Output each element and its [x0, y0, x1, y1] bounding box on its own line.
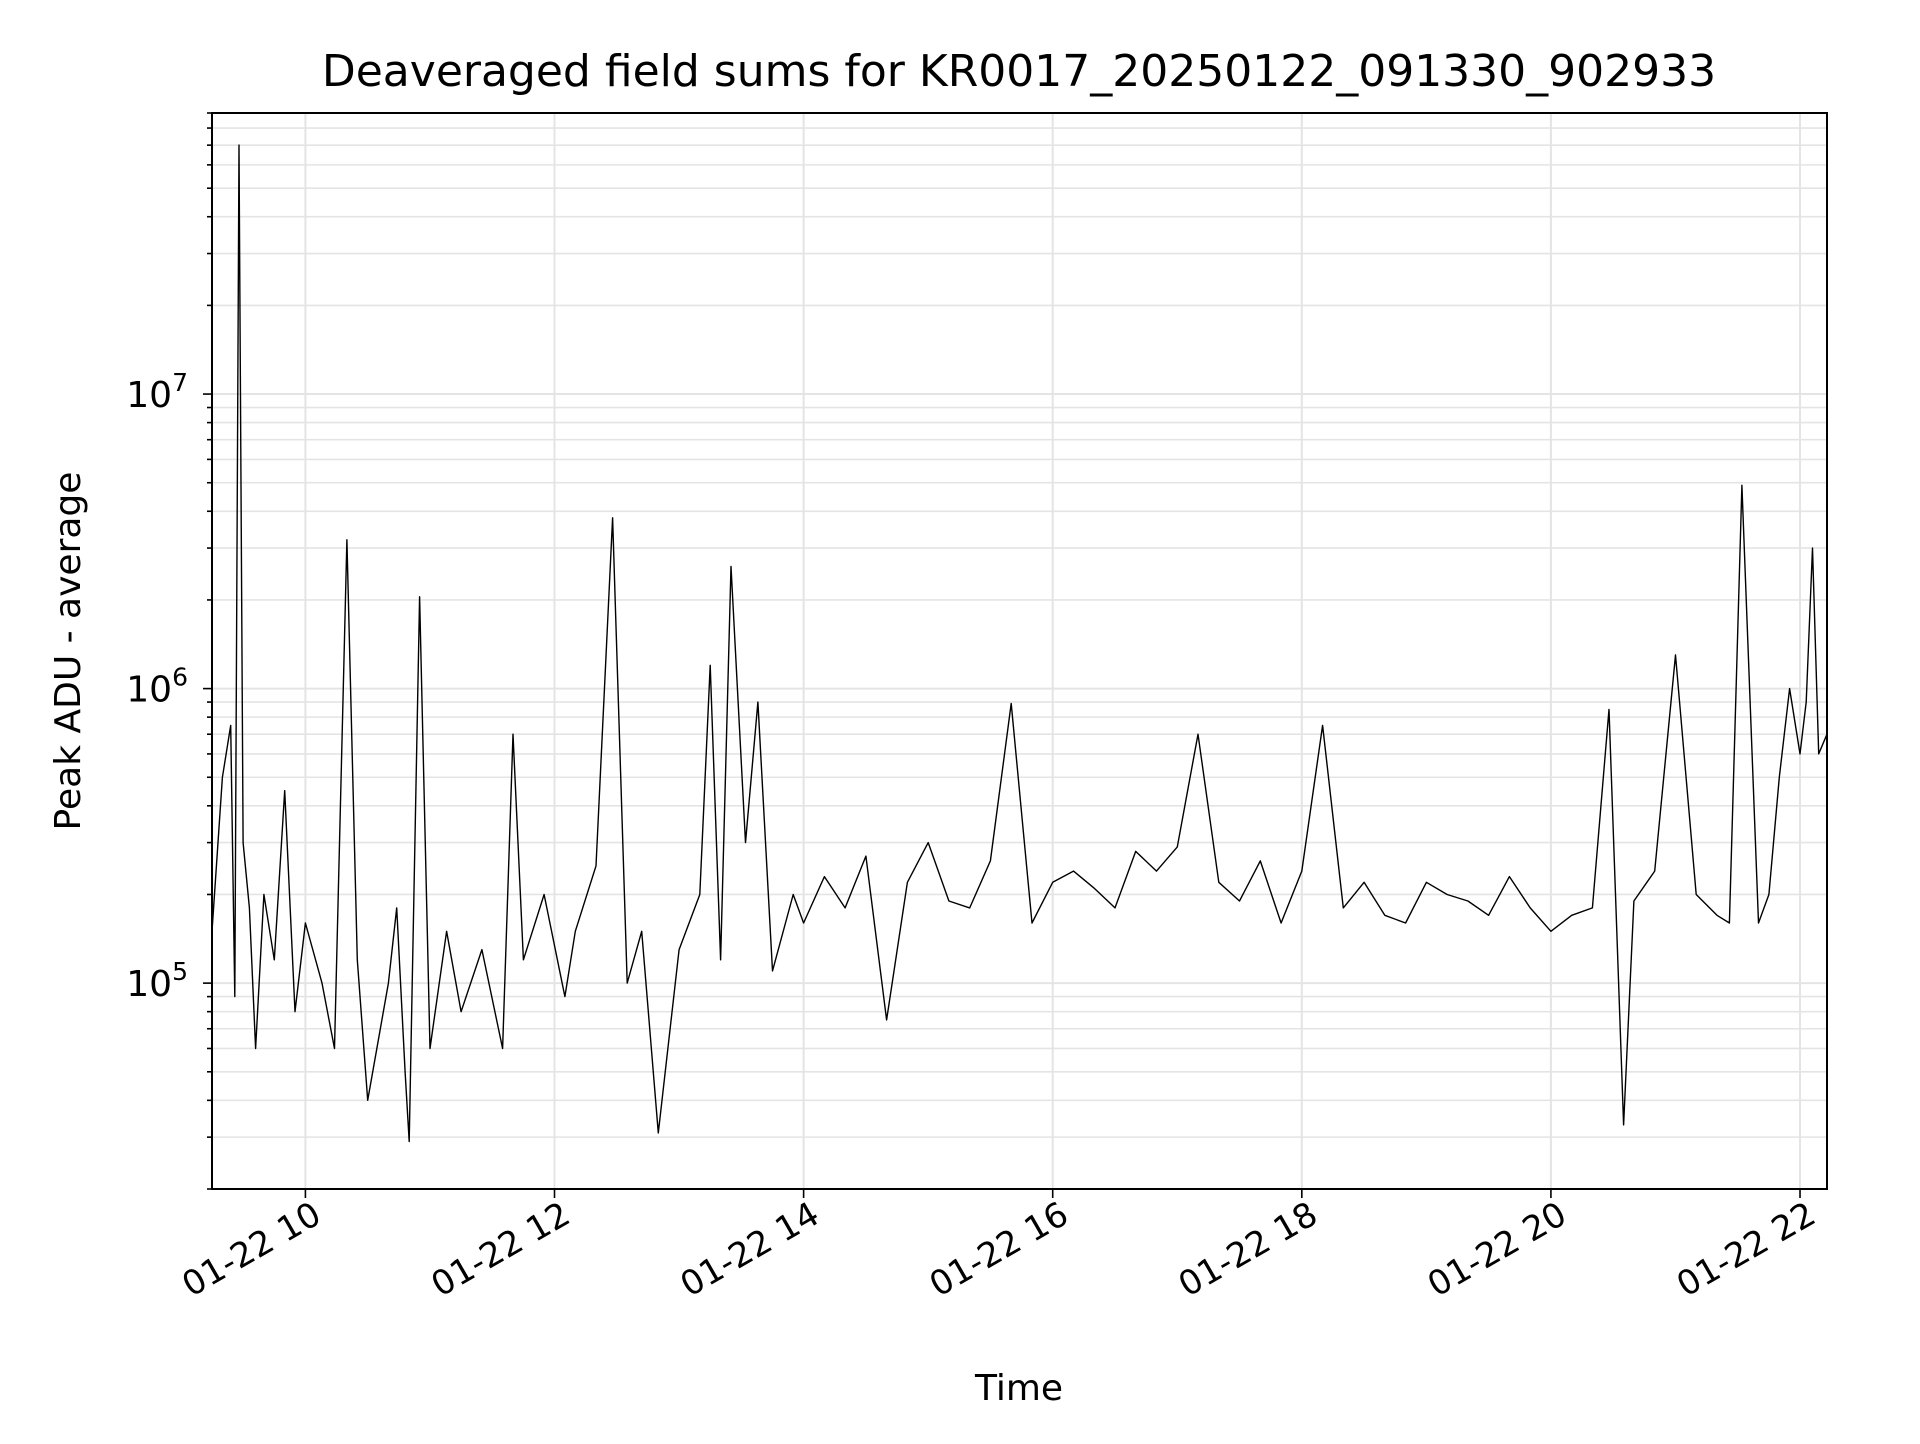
series-line	[211, 144, 1828, 1143]
y-tick-label: 107	[126, 368, 188, 416]
y-tick-label: 105	[126, 957, 188, 1005]
x-axis-label: Time	[974, 1368, 1063, 1409]
chart-title: Deaveraged field sums for KR0017_2025012…	[322, 46, 1716, 97]
y-tick-label: 106	[126, 663, 188, 711]
series-layer	[211, 144, 1828, 1143]
plot-frame	[211, 112, 1828, 1190]
y-axis-label: Peak ADU - average	[48, 472, 89, 831]
